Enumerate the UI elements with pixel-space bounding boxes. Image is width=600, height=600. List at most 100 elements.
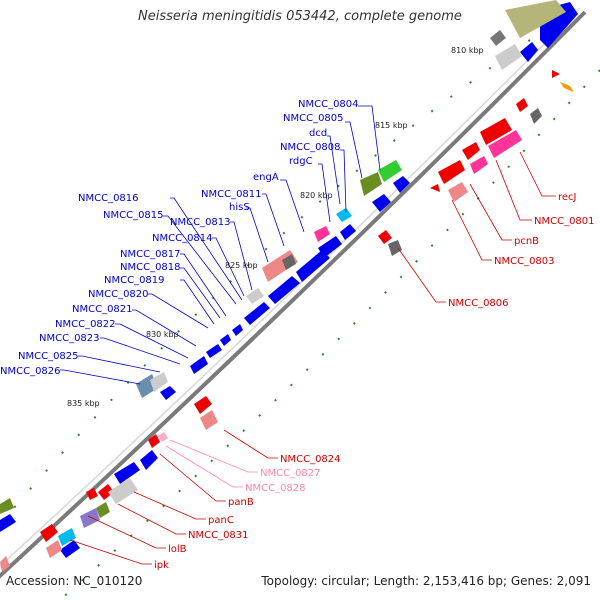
gene-label-nmcc-0817[interactable]: NMCC_0817 (120, 249, 181, 260)
reverse-genes (40, 70, 560, 542)
gene-label-nmcc-0827[interactable]: NMCC_0827 (260, 468, 321, 479)
gene-arrow (372, 194, 391, 212)
gene-khaki (505, 0, 566, 38)
accession-text: Accession: NC_010120 (6, 574, 143, 588)
gene-label-panc[interactable]: panC (208, 515, 234, 526)
gene-arrow (438, 160, 465, 184)
scale-label-835: 835 kbp (67, 399, 100, 408)
gene-label-nmcc-0819[interactable]: NMCC_0819 (104, 275, 165, 286)
forward-genes (0, 2, 578, 558)
gene-label-nmcc-0823[interactable]: NMCC_0823 (39, 333, 100, 344)
gene-olive3 (0, 498, 14, 514)
gene-orange (560, 82, 574, 92)
gene-label-lolb[interactable]: lolB (168, 544, 187, 555)
gene-arrow (430, 184, 440, 192)
gene-label-nmcc-0824[interactable]: NMCC_0824 (280, 454, 341, 465)
scale-label-820: 820 kbp (300, 191, 333, 200)
map-title: Neisseria meningitidis 053442, complete … (138, 9, 462, 24)
gene-salmon3 (200, 410, 218, 430)
gene-arrow (140, 450, 158, 470)
gene-pink (488, 130, 522, 158)
gene-magenta (314, 226, 330, 242)
gene-lightgrey4 (108, 478, 138, 504)
gene-arrow (60, 540, 80, 558)
scale-label-810: 810 kbp (451, 46, 484, 55)
gene-arrow (40, 524, 58, 542)
gene-label-hiss[interactable]: hisS (229, 202, 250, 213)
gene-label-nmcc-0804[interactable]: NMCC_0804 (298, 99, 359, 110)
gene-arrow (148, 434, 160, 448)
scale-label-825: 825 kbp (225, 261, 258, 270)
gene-label-ipk[interactable]: ipk (154, 560, 169, 571)
gene-label-enga[interactable]: engA (253, 172, 279, 183)
gene-salmon (448, 182, 468, 202)
gene-grey3 (388, 240, 402, 256)
gene-arrow (462, 142, 480, 160)
gene-olive2 (96, 502, 110, 518)
gene-arrow (516, 98, 528, 112)
gene-green2 (0, 556, 10, 572)
gene-pink2 (470, 156, 488, 174)
gene-label-dcd[interactable]: dcd (309, 128, 327, 139)
gene-arrow (114, 462, 140, 484)
gene-arrow (220, 334, 231, 346)
gene-cyan2 (58, 528, 76, 546)
gene-label-nmcc-0826[interactable]: NMCC_0826 (0, 366, 61, 377)
gene-label-nmcc-0801[interactable]: NMCC_0801 (534, 216, 595, 227)
gene-lightgrey2 (246, 288, 264, 304)
gene-arrow (378, 230, 392, 244)
gene-arrow (0, 514, 16, 532)
leaders-left (60, 105, 381, 385)
gene-label-nmcc-0821[interactable]: NMCC_0821 (72, 304, 133, 315)
gene-purple (80, 508, 100, 528)
gene-label-nmcc-0816[interactable]: NMCC_0816 (78, 193, 139, 204)
gene-label-nmcc-0822[interactable]: NMCC_0822 (55, 319, 116, 330)
gene-label-nmcc-0813[interactable]: NMCC_0813 (170, 217, 231, 228)
genome-summary-text: Topology: circular; Length: 2,153,416 bp… (261, 574, 591, 588)
gene-olive (360, 172, 382, 196)
gene-arrow (232, 324, 243, 336)
gene-lightgrey (495, 44, 522, 70)
gene-arrow (296, 250, 330, 282)
gene-label-recj[interactable]: recJ (558, 192, 577, 203)
backbone-outer (0, 10, 587, 579)
gene-green (378, 160, 402, 182)
scale-label-830: 830 kbp (146, 330, 179, 339)
gene-label-nmcc-0818[interactable]: NMCC_0818 (120, 262, 181, 273)
gene-arrow (268, 276, 300, 304)
leaders-right (69, 151, 556, 565)
gene-arrow (206, 344, 222, 358)
gene-label-nmcc-0820[interactable]: NMCC_0820 (88, 289, 149, 300)
backbone-inner (0, 7, 581, 568)
gene-arrow (194, 396, 212, 414)
gene-label-nmcc-0815[interactable]: NMCC_0815 (103, 210, 164, 221)
gene-arrow (552, 70, 560, 78)
gene-grey4 (282, 254, 296, 270)
gene-label-nmcc-0805[interactable]: NMCC_0805 (283, 113, 344, 124)
gene-arrow (244, 302, 270, 325)
gene-arrow (393, 176, 410, 193)
gene-label-nmcc-0806[interactable]: NMCC_0806 (448, 298, 509, 309)
gene-arrow (520, 42, 538, 62)
gene-label-nmcc-0825[interactable]: NMCC_0825 (18, 351, 79, 362)
gene-lightgrey3 (150, 372, 168, 392)
gene-pink3 (158, 432, 168, 442)
scale-label-815: 815 kbp (375, 121, 408, 130)
gene-arrow (86, 488, 98, 500)
gene-label-nmcc-0803[interactable]: NMCC_0803 (494, 256, 555, 267)
gene-arrow (340, 224, 356, 240)
gene-label-pcnb[interactable]: pcnB (514, 236, 539, 247)
gene-label-nmcc-0828[interactable]: NMCC_0828 (245, 483, 306, 494)
gene-arrow (160, 386, 176, 400)
gene-arrow (98, 484, 114, 500)
gene-label-nmcc-0814[interactable]: NMCC_0814 (152, 233, 213, 244)
gene-grey (490, 30, 506, 46)
gene-label-nmcc-0808[interactable]: NMCC_0808 (280, 142, 341, 153)
gene-salmon4 (46, 540, 62, 558)
gene-label-panb[interactable]: panB (228, 497, 254, 508)
gene-label-nmcc-0811[interactable]: NMCC_0811 (201, 189, 262, 200)
gene-label-nmcc-0831[interactable]: NMCC_0831 (188, 530, 249, 541)
gene-label-rdgc[interactable]: rdgC (289, 156, 313, 167)
gene-cyan (336, 208, 352, 222)
